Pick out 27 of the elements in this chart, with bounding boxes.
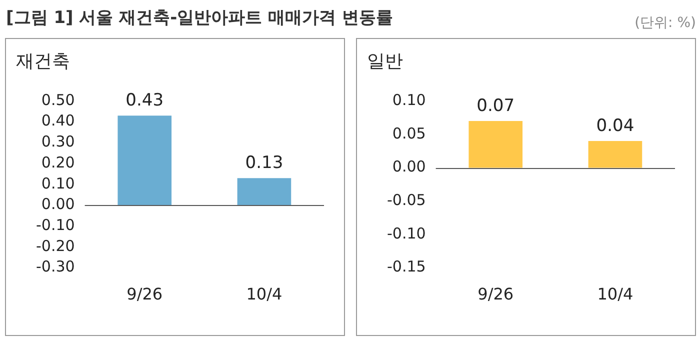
y-tick-label: -0.10 (36, 216, 75, 234)
y-tick-label: -0.30 (36, 258, 75, 276)
x-tick-label: 10/4 (597, 284, 634, 304)
data-label: 0.07 (476, 96, 515, 116)
y-tick-label: 0.30 (41, 132, 75, 151)
chart-subtitle: 재건축 (16, 50, 70, 73)
y-tick-label: 0.10 (392, 90, 426, 109)
data-label: 0.43 (126, 90, 164, 111)
y-tick-label: 0.40 (41, 112, 75, 130)
y-tick-label: -0.10 (387, 224, 426, 242)
y-tick-label: -0.20 (36, 236, 75, 255)
chart-subtitle: 일반 (367, 50, 403, 73)
x-tick-label: 9/26 (126, 284, 163, 304)
y-tick-label: 0.00 (392, 158, 426, 176)
y-tick-label: 0.50 (41, 90, 75, 109)
y-tick-label: -0.05 (387, 190, 426, 209)
y-tick-label: 0.20 (41, 153, 75, 172)
text: (단위: %) (634, 14, 696, 32)
data-label: 0.04 (596, 116, 634, 136)
y-tick-label: 0.00 (41, 195, 75, 214)
chart-title: [그림 1] 서울 재건축-일반아파트 매매가격 변동률 (6, 7, 394, 29)
y-tick-label: 0.05 (392, 124, 426, 142)
data-label: 0.13 (245, 153, 284, 174)
y-tick-label: -0.15 (387, 258, 426, 276)
y-tick-label: 0.10 (41, 174, 75, 192)
x-tick-label: 9/26 (478, 284, 514, 304)
x-tick-label: 10/4 (246, 284, 282, 304)
